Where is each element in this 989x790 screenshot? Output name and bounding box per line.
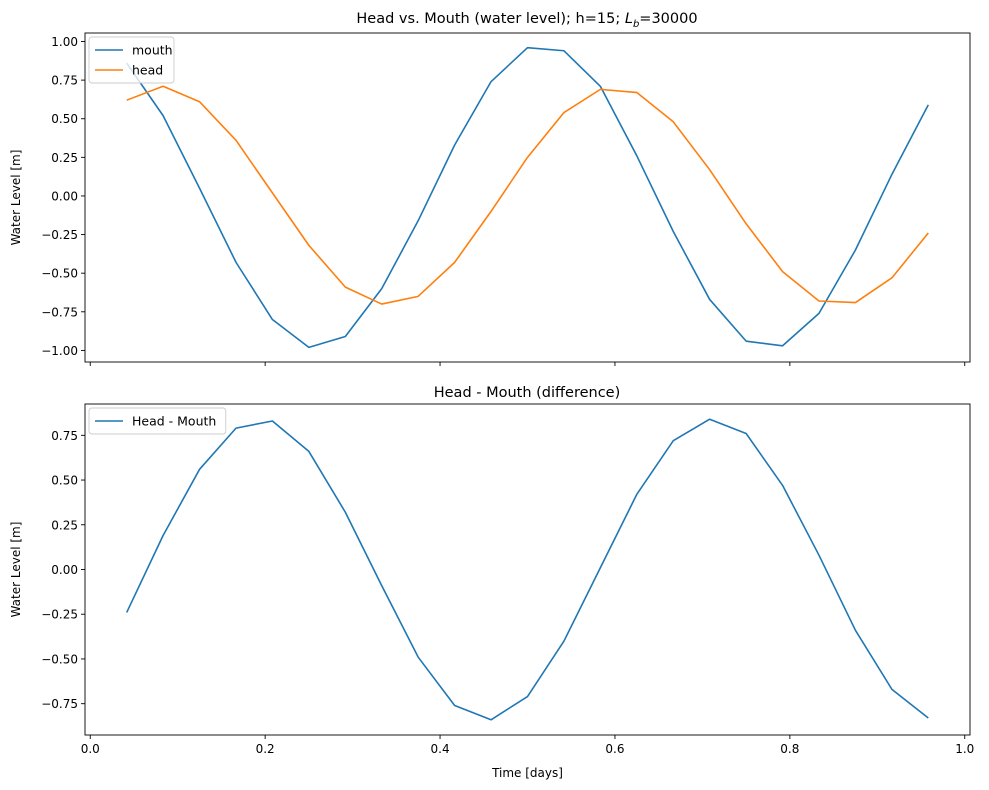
head-series-line [126,85,929,305]
bottom-x-tick-label: 0.6 [605,742,624,756]
bottom-x-tick-label: 0.2 [256,742,275,756]
bottom-y-tick-label: 0.25 [51,518,78,532]
bottom-subplot: Head - Mouth (difference) 0.75 0.50 0.25 0.… [9,385,974,780]
bottom-x-tick-label: 0.4 [431,742,450,756]
bottom-plot-frame [84,403,971,736]
bottom-chart-title: Head - Mouth (difference) [434,385,621,401]
head-mouth-series-line [125,418,929,721]
top-chart-title: Head vs. Mouth (water level); h=15; Lb=3… [356,11,697,30]
bottom-y-axis-label: Water Level [m] [9,522,23,618]
bottom-y-tick-label: −0.25 [41,608,78,622]
top-legend: mouth head [88,36,175,84]
x-axis-label: Time [days] [491,766,563,780]
top-legend-box [88,36,175,84]
bottom-x-tick-label: 0.0 [81,742,100,756]
top-y-axis-label: Water Level [m] [9,150,23,246]
mouth-legend-label: mouth [132,43,173,58]
bottom-y-tick-label: 0.50 [51,474,78,488]
top-y-tick-label: −1.00 [41,344,78,358]
top-subplot: Head vs. Mouth (water level); h=15; Lb=3… [9,11,971,366]
bottom-legend: Head - Mouth [88,407,227,435]
bottom-y-tick-label: 0.00 [51,563,78,577]
bottom-y-tick-label: −0.50 [41,652,78,666]
top-y-tick-label: 0.25 [51,151,78,165]
top-y-tick-label: −0.75 [41,305,78,319]
bottom-x-tick-label: 0.8 [780,742,799,756]
bottom-legend-box [88,407,227,435]
head-legend-label: head [132,63,163,78]
top-y-tick-label: 0.50 [51,112,78,126]
top-y-tick-label: −0.25 [41,228,78,242]
mouth-series-line [126,46,929,349]
bottom-y-tick-label: −0.75 [41,697,78,711]
top-y-tick-label: −0.50 [41,267,78,281]
top-y-tick-label: 1.00 [51,35,78,49]
top-y-tick-label: 0.00 [51,189,78,203]
bottom-x-tick-label: 1.0 [955,742,974,756]
head-mouth-legend-label: Head - Mouth [132,414,216,429]
bottom-y-tick-label: 0.75 [51,429,78,443]
top-y-tick-label: 0.75 [51,74,78,88]
top-plot-frame [84,32,971,363]
